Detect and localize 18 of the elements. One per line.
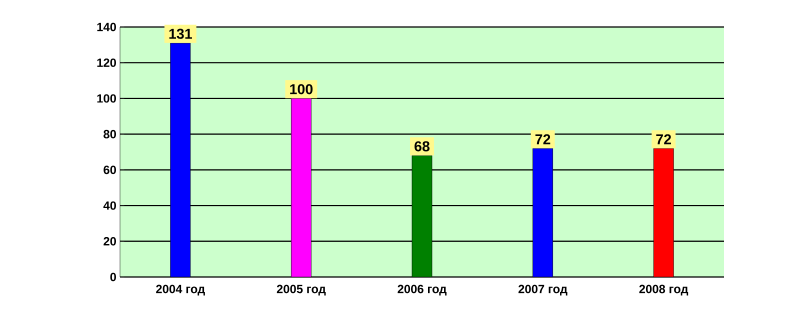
y-tick-label: 120 <box>97 58 116 67</box>
data-label: 72 <box>656 134 672 144</box>
data-label: 131 <box>169 28 192 39</box>
y-tick-label: 100 <box>97 94 116 103</box>
x-tick-label: 2007 год <box>518 284 568 296</box>
y-tick-label: 0 <box>110 272 116 282</box>
y-tick-label: 40 <box>103 201 116 210</box>
y-tick-label: 20 <box>104 237 116 246</box>
data-label: 68 <box>414 141 430 152</box>
x-tick-label: 2008 год <box>639 284 688 296</box>
y-tick-label: 140 <box>97 22 116 32</box>
y-tick-label: 80 <box>104 130 116 138</box>
x-tick-label: 2006 год <box>398 284 447 296</box>
data-label: 100 <box>290 84 313 94</box>
x-tick-label: 2004 год <box>156 284 205 296</box>
data-label: 72 <box>535 134 550 144</box>
x-tick-label: 2005 год <box>276 284 326 296</box>
y-tick-label: 60 <box>104 166 116 174</box>
